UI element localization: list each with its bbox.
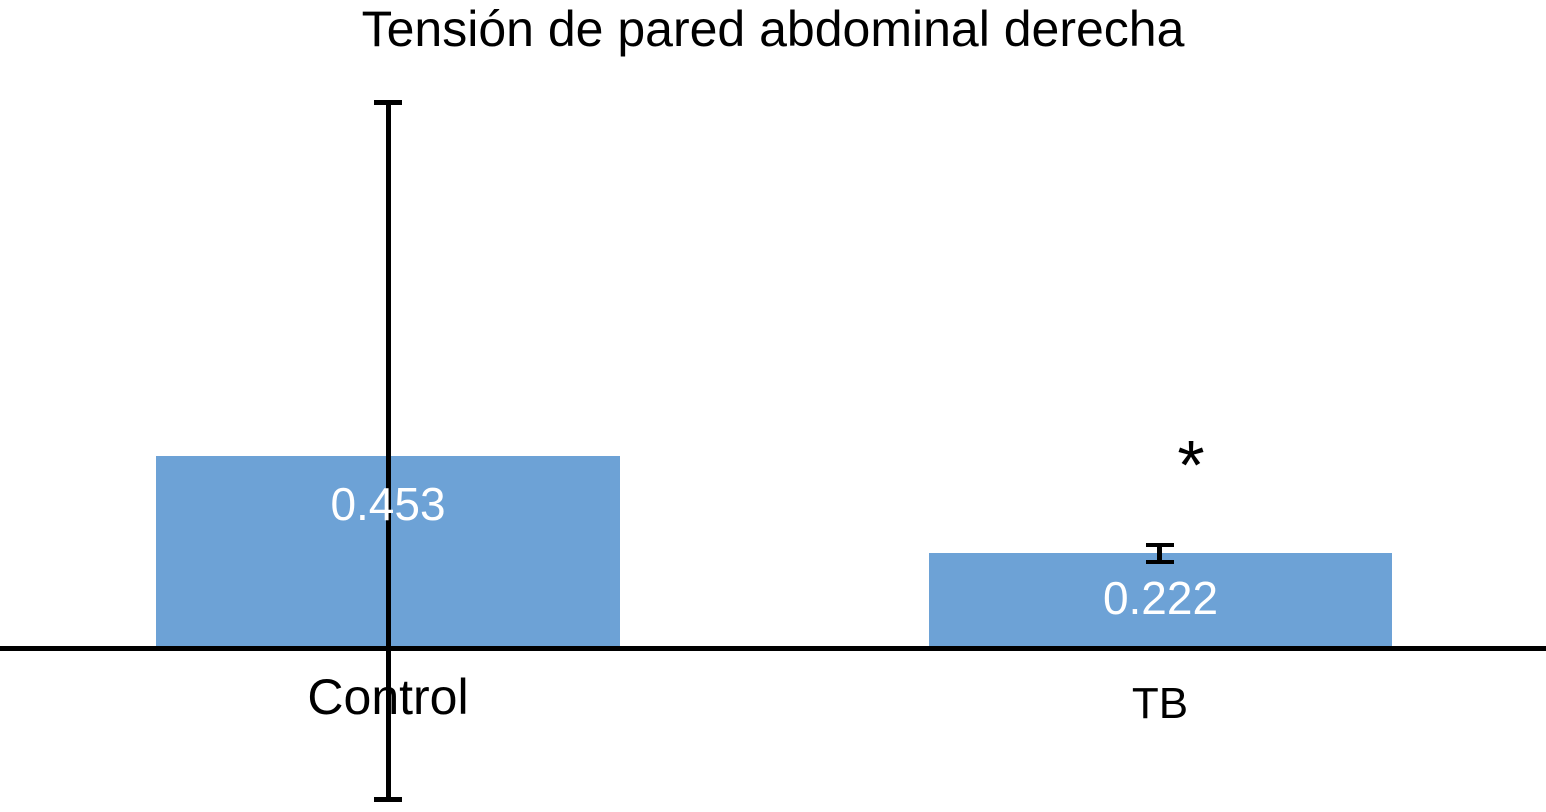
x-tick-label-tb: TB xyxy=(1131,679,1189,728)
tb-error-bar-bottom-cap xyxy=(1146,560,1174,564)
control-error-bar-top-cap xyxy=(374,100,402,105)
chart-title: Tensión de pared abdominal derecha xyxy=(361,1,1185,57)
x-axis-line xyxy=(0,646,1546,651)
control-error-bar-line xyxy=(386,100,391,802)
data-label-tb: 0.222 xyxy=(1102,572,1219,624)
tb-error-bar-line xyxy=(1157,543,1162,564)
significance-asterisk: * xyxy=(1177,426,1205,504)
x-tick-label-control: Control xyxy=(307,669,469,725)
data-label-control: 0.453 xyxy=(330,478,446,530)
control-error-bar-bottom-cap xyxy=(374,797,402,802)
bar-tb xyxy=(929,553,1392,646)
tb-error-bar-top-cap xyxy=(1146,543,1174,547)
